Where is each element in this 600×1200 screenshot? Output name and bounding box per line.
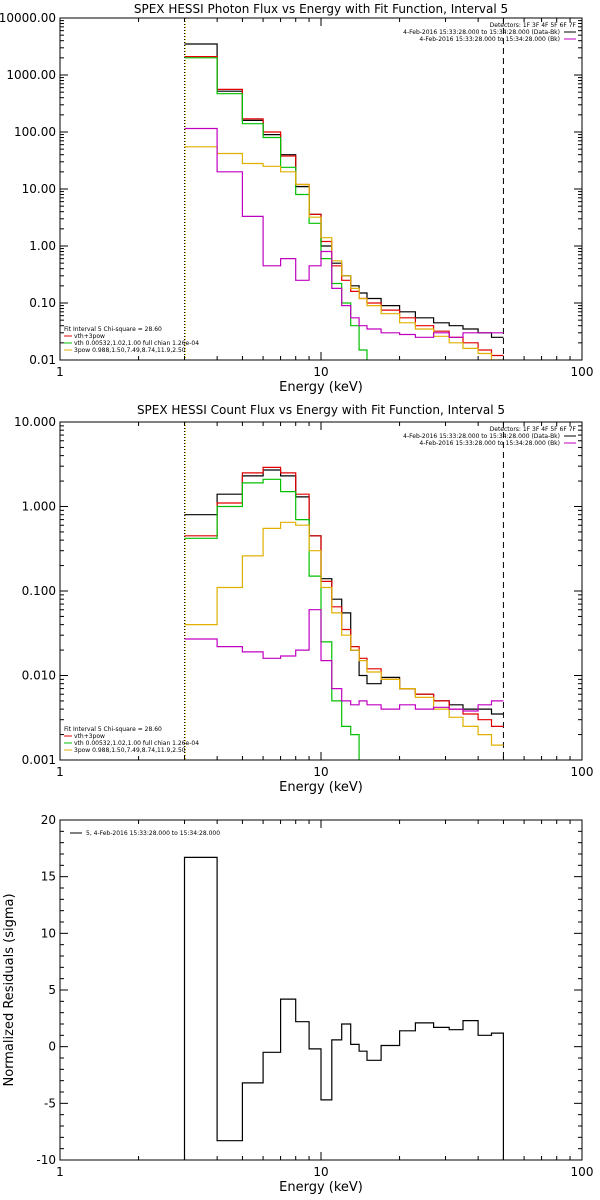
legend-bottom-entry: Fit Interval 5 Chi-square = 28.60 xyxy=(64,726,162,733)
legend-top-entry: 4-Feb-2016 15:33:28.000 to 15:34:28.000 … xyxy=(403,433,560,440)
y-tick-label: 1.000 xyxy=(22,500,56,514)
y-tick-label: 15 xyxy=(41,870,56,884)
legend-top-entry: 5, 4-Feb-2016 15:33:28.000 to 15:34:28.0… xyxy=(86,830,220,837)
y-tick-label: 0.01 xyxy=(29,353,56,367)
legend-bottom-entry: Fit Interval 5 Chi-square = 28.60 xyxy=(64,326,162,333)
y-tick-label: 1000.00 xyxy=(6,68,56,82)
series-line-2 xyxy=(184,56,504,357)
y-tick-label: 10.000 xyxy=(14,415,56,429)
y-axis-label: Normalized Residuals (sigma) xyxy=(2,893,17,1086)
series-line-3 xyxy=(184,478,360,760)
x-tick-label: 1 xyxy=(56,365,64,379)
y-tick-label: 0.100 xyxy=(22,584,56,598)
legend-bottom-entry: vth+3pow xyxy=(74,333,105,340)
series-line-4 xyxy=(184,521,504,746)
x-tick-label: 100 xyxy=(571,365,594,379)
y-tick-label: 0.10 xyxy=(29,296,56,310)
x-tick-label: 10 xyxy=(313,365,328,379)
x-axis-label: Energy (keV) xyxy=(279,1180,363,1195)
legend-top-entry: 4-Feb-2016 15:33:28.000 to 15:34:28.000 … xyxy=(419,440,560,447)
series-line-4 xyxy=(184,146,504,360)
x-tick-label: 100 xyxy=(571,765,594,779)
legend-top-entry: 4-Feb-2016 15:33:28.000 to 15:34:28.000 … xyxy=(403,29,560,36)
y-tick-label: 5 xyxy=(48,983,56,997)
series-line-5 xyxy=(184,609,504,712)
series-line-3 xyxy=(184,57,368,360)
y-tick-label: 20 xyxy=(41,813,56,827)
y-tick-label: 10 xyxy=(41,926,56,940)
y-tick-label: 1.00 xyxy=(29,239,56,253)
chart-panel-3: 20 15 10 5 0 -5 -101 10 100 Energy (keV) Normalize… xyxy=(2,813,593,1195)
y-tick-label: -5 xyxy=(44,1096,56,1110)
x-tick-label: 10 xyxy=(313,765,328,779)
plot-frame xyxy=(59,819,583,1161)
legend-top-entry: Detectors: 1F 3F 4F 5F 6F 7F xyxy=(490,22,577,29)
plot-frame xyxy=(59,421,583,761)
y-tick-label: 0.010 xyxy=(22,669,56,683)
legend-bottom-entry: 3pow 0.988,1.50,7.49,8.74,11.9,2.50 xyxy=(74,347,186,354)
chart-title: SPEX HESSI Count Flux vs Energy with Fit… xyxy=(137,403,505,417)
x-axis-label: Energy (keV) xyxy=(279,780,363,795)
legend-bottom-entry: vth+3pow xyxy=(74,733,105,740)
chart-panel-2: SPEX HESSI Count Flux vs Energy with Fit… xyxy=(14,403,594,795)
y-tick-label: -10 xyxy=(36,1153,56,1167)
series-line-1 xyxy=(183,856,504,1160)
chart-panel-1: SPEX HESSI Photon Flux vs Energy with Fi… xyxy=(0,2,594,395)
x-tick-label: 100 xyxy=(571,1165,594,1179)
legend-bottom-entry: vth 0.00532,1.02,1.00 full chian 1.26e-0… xyxy=(74,740,199,747)
series-line-5 xyxy=(184,127,504,338)
x-axis-label: Energy (keV) xyxy=(279,380,363,395)
legend-top-entry: Detectors: 1F 3F 4F 5F 6F 7F xyxy=(490,426,577,433)
y-tick-label: 0.001 xyxy=(22,753,56,767)
legend-bottom-entry: vth 0.00532,1.02,1.00 full chian 1.26e-0… xyxy=(74,340,199,347)
series-line-1 xyxy=(184,43,504,338)
y-tick-label: 10.00 xyxy=(22,182,56,196)
y-tick-label: 10000.00 xyxy=(0,11,56,25)
plot-frame xyxy=(59,17,583,361)
legend-top-entry: 4-Feb-2016 15:33:28.000 to 15:34:28.000 … xyxy=(419,36,560,43)
x-tick-label: 10 xyxy=(313,1165,328,1179)
legend-bottom-entry: 3pow 0.988,1.50,7.49,8.74,11.9,2.50 xyxy=(74,747,186,754)
x-tick-label: 1 xyxy=(56,765,64,779)
x-tick-label: 1 xyxy=(56,1165,64,1179)
y-tick-label: 0 xyxy=(48,1040,56,1054)
y-tick-label: 100.00 xyxy=(14,125,56,139)
chart-title: SPEX HESSI Photon Flux vs Energy with Fi… xyxy=(134,2,508,16)
